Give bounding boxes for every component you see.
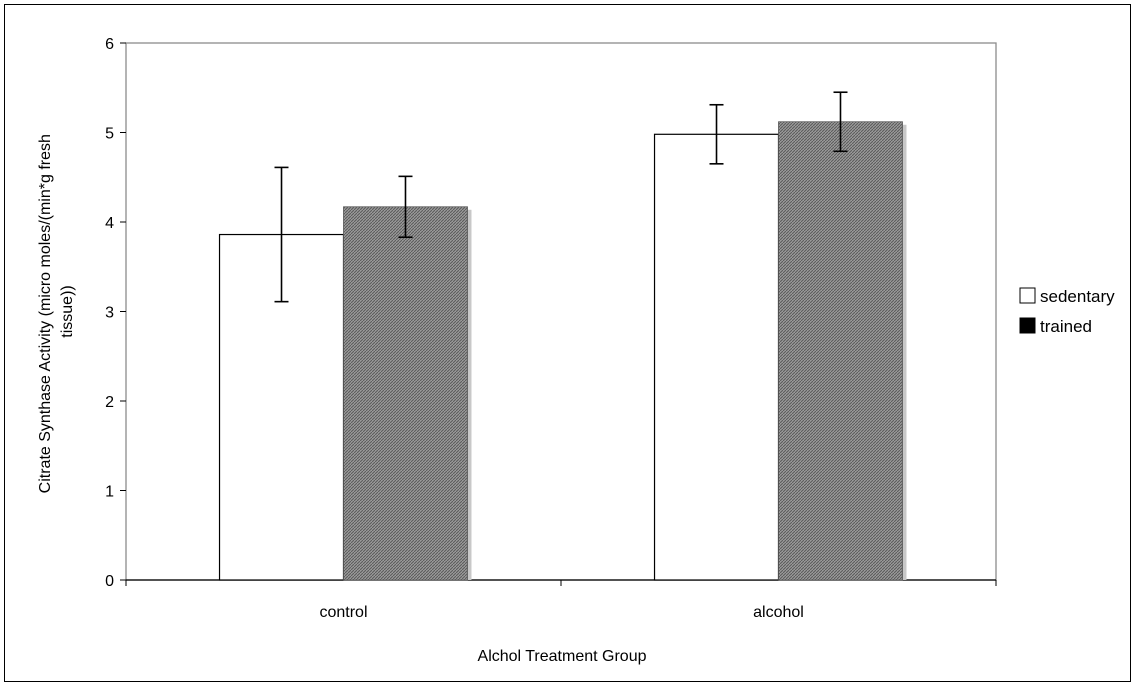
y-axis: 0 1 2 3 4 5 6 (105, 36, 126, 590)
error-bar-sedentary-control (274, 166, 289, 303)
y-tick-label: 2 (105, 394, 114, 411)
legend-label-trained: trained (1040, 317, 1092, 336)
bar-sedentary-alcohol (653, 133, 780, 581)
legend-swatch-sedentary (1019, 287, 1036, 304)
bar-trained-alcohol (778, 121, 903, 581)
y-tick-label: 5 (105, 126, 114, 143)
y-axis-title-line-2: tissue)) (59, 285, 76, 337)
y-tick-label: 4 (105, 215, 114, 232)
x-tick-label: alcohol (753, 604, 804, 621)
legend: sedentary trained (1019, 287, 1115, 336)
y-tick-label: 1 (105, 484, 114, 501)
error-bar-trained-control (398, 175, 413, 239)
error-bar-trained-alcohol (833, 91, 848, 153)
bars (218, 121, 907, 581)
y-axis-title-line-1: Citrate Synthase Activity (micro moles/(… (37, 134, 54, 493)
bar-trained-control (343, 206, 468, 581)
y-tick-label: 3 (105, 305, 114, 322)
y-axis-title: Citrate Synthase Activity (micro moles/(… (37, 130, 76, 494)
x-tick-label: control (319, 604, 367, 621)
x-axis-title: Alchol Treatment Group (478, 648, 647, 665)
y-tick-label: 6 (105, 36, 114, 53)
legend-label-sedentary: sedentary (1040, 287, 1115, 306)
legend-swatch-trained (1019, 317, 1036, 334)
y-tick-label: 0 (105, 573, 114, 590)
bar-shadow (902, 124, 907, 580)
error-bar-sedentary-alcohol (709, 103, 724, 165)
bar-shadow (467, 209, 472, 580)
error-bars (274, 91, 848, 303)
x-axis: control alcohol (125, 579, 997, 621)
